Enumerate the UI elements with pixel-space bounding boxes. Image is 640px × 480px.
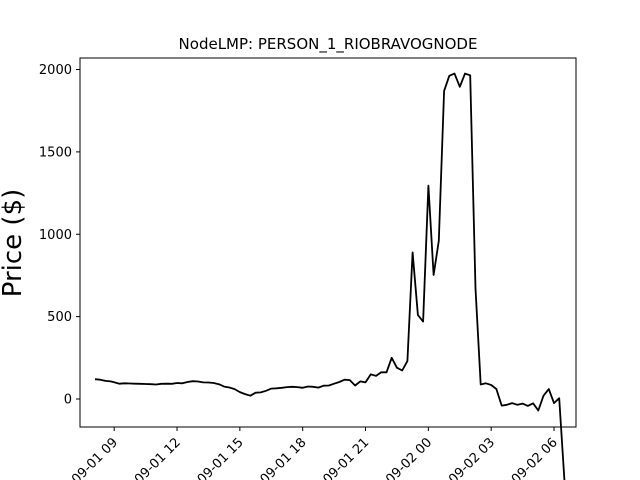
plot-area: 0 500 1000 1500 2000 09-01 09 09-01 12 09-01 15… (39, 63, 566, 480)
y-axis-label: Price ($) (0, 189, 28, 298)
x-tick-label: 09-02 00 (383, 435, 435, 480)
y-tick-label: 1500 (39, 145, 72, 160)
x-tick-label: 09-01 18 (258, 435, 310, 480)
x-tick-label: 09-01 12 (132, 435, 184, 480)
x-tick-label: 09-01 09 (69, 435, 121, 480)
x-tick-label: 09-02 03 (446, 435, 498, 480)
x-tick-label: 09-02 06 (509, 435, 561, 480)
x-tick-label: 09-01 15 (195, 435, 247, 480)
x-tick-label: 09-01 21 (320, 435, 372, 480)
y-tick-label: 0 (64, 392, 72, 407)
y-tick-label: 500 (47, 310, 72, 325)
plot-frame (79, 57, 577, 428)
series-line (94, 72, 566, 480)
chart-title: NodeLMP: PERSON_1_RIOBRAVOGNODE (179, 35, 478, 54)
y-tick-label: 2000 (39, 63, 72, 78)
y-tick-label: 1000 (39, 228, 72, 243)
